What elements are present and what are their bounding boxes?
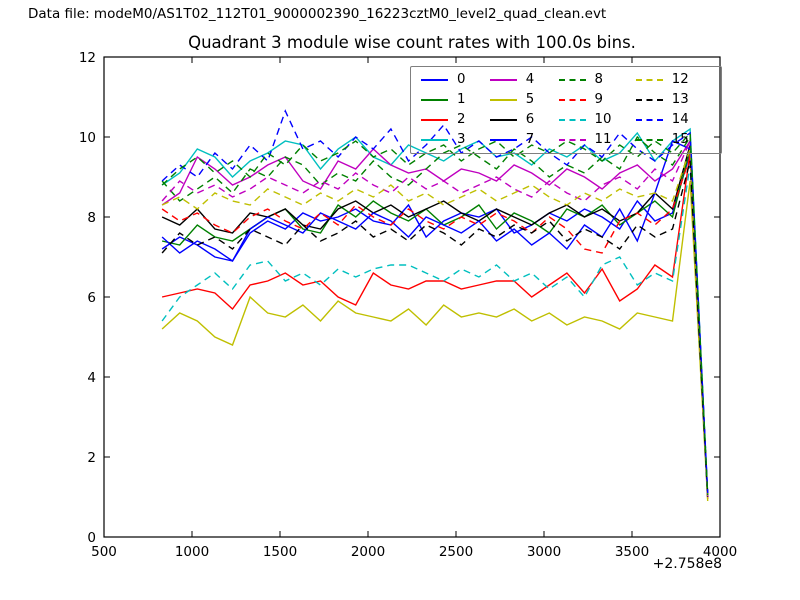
legend-label: 5 — [525, 92, 535, 108]
series-line-5 — [161, 180, 709, 502]
legend-line-sample — [635, 79, 663, 81]
legend-line-sample — [421, 139, 448, 141]
y-tick-label: 10 — [79, 130, 96, 146]
y-tick-label: 12 — [79, 50, 96, 66]
series-line-6 — [161, 144, 709, 498]
legend-label: 7 — [525, 132, 535, 148]
legend-label: 9 — [594, 92, 603, 108]
legend-item-10: 10 — [558, 110, 636, 130]
series-line-2 — [161, 152, 709, 500]
legend-line-sample — [558, 139, 586, 141]
y-tick-label: 4 — [87, 370, 96, 386]
series-line-12 — [161, 148, 709, 498]
plot-frame — [103, 56, 721, 538]
legend-line-sample — [635, 139, 663, 141]
legend-label: 8 — [594, 72, 603, 88]
series-line-7 — [161, 140, 709, 498]
legend-label: 11 — [594, 132, 612, 148]
legend-item-7: 7 — [489, 130, 559, 150]
series-line-15 — [161, 131, 709, 496]
legend-label: 2 — [457, 112, 466, 128]
legend-line-sample — [558, 99, 586, 101]
legend: 0 1 2 3 4 5 6 7 8 9 10 11 12 13 14 15 — [410, 66, 722, 154]
legend-line-sample — [421, 119, 448, 121]
legend-line-sample — [421, 99, 448, 101]
y-tick-label: 8 — [87, 210, 96, 226]
legend-item-1: 1 — [421, 90, 490, 110]
legend-item-8: 8 — [558, 70, 636, 90]
legend-label: 10 — [594, 112, 612, 128]
legend-label: 13 — [671, 92, 689, 108]
legend-line-sample — [489, 79, 517, 81]
series-line-8 — [161, 134, 709, 496]
legend-item-4: 4 — [489, 70, 559, 90]
legend-label: 1 — [457, 92, 466, 108]
legend-item-0: 0 — [421, 70, 490, 90]
x-tick-label: 2000 — [351, 544, 385, 560]
legend-label: 4 — [525, 72, 535, 88]
series-line-11 — [161, 140, 709, 498]
data-file-label: Data file: modeM0/AS1T02_112T01_90000023… — [28, 6, 607, 22]
legend-item-14: 14 — [635, 110, 713, 130]
legend-line-sample — [635, 119, 663, 121]
legend-label: 14 — [671, 112, 689, 128]
x-tick-label: 500 — [91, 544, 117, 560]
x-tick-label: 1000 — [175, 544, 209, 560]
legend-line-sample — [421, 79, 448, 81]
series-line-14 — [161, 109, 709, 494]
legend-item-11: 11 — [558, 130, 636, 150]
legend-label: 12 — [671, 72, 689, 88]
legend-line-sample — [489, 99, 517, 101]
series-line-13 — [161, 160, 709, 498]
legend-item-5: 5 — [489, 90, 559, 110]
x-tick-label: 3000 — [527, 544, 561, 560]
chart-title: Quadrant 3 module wise count rates with … — [188, 33, 636, 52]
legend-item-15: 15 — [635, 130, 713, 150]
x-tick-label: 2500 — [439, 544, 473, 560]
y-tick-label: 6 — [87, 290, 96, 306]
x-tick-label: 3500 — [615, 544, 649, 560]
legend-label: 6 — [525, 112, 535, 128]
legend-line-sample — [489, 119, 517, 121]
y-tick-label: 2 — [87, 450, 96, 466]
x-tick-label: 1500 — [263, 544, 297, 560]
legend-line-sample — [558, 79, 586, 81]
legend-line-sample — [558, 119, 586, 121]
legend-label: 0 — [457, 72, 466, 88]
x-axis-offset-label: +2.758e8 — [652, 556, 722, 572]
legend-label: 15 — [671, 132, 689, 148]
legend-line-sample — [635, 99, 663, 101]
legend-item-12: 12 — [635, 70, 713, 90]
series-line-4 — [161, 138, 709, 498]
series-line-10 — [161, 164, 709, 498]
legend-item-3: 3 — [421, 130, 490, 150]
legend-label: 3 — [457, 132, 466, 148]
x-tick-label: 4000 — [703, 544, 737, 560]
legend-item-9: 9 — [558, 90, 636, 110]
legend-item-6: 6 — [489, 110, 559, 130]
legend-item-2: 2 — [421, 110, 490, 130]
legend-item-13: 13 — [635, 90, 713, 110]
series-line-9 — [161, 156, 709, 498]
series-line-3 — [161, 127, 709, 496]
legend-line-sample — [489, 139, 517, 141]
y-tick-label: 0 — [87, 530, 96, 546]
